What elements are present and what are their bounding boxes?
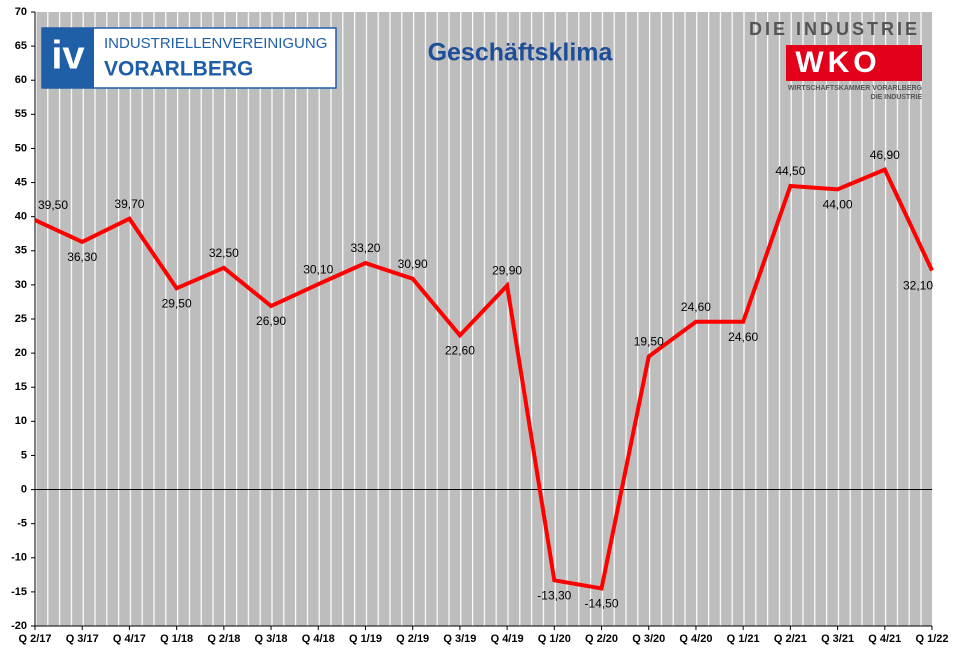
data-label: 32,50 <box>209 246 239 260</box>
iv-line1: INDUSTRIELLENVEREINIGUNG <box>104 35 327 52</box>
y-tick-label: 65 <box>15 40 27 52</box>
x-tick-label: Q 1/19 <box>349 633 382 645</box>
x-tick-label: Q 2/21 <box>774 633 807 645</box>
y-tick-label: 40 <box>15 211 27 223</box>
data-label: 46,90 <box>870 148 900 162</box>
y-tick-label: 10 <box>15 415 27 427</box>
data-label: 30,10 <box>303 262 333 276</box>
x-tick-label: Q 1/22 <box>915 633 948 645</box>
y-tick-label: 5 <box>21 449 27 461</box>
x-tick-label: Q 4/19 <box>491 633 524 645</box>
x-tick-label: Q 4/18 <box>302 633 335 645</box>
data-label: 29,50 <box>162 296 192 310</box>
x-tick-label: Q 1/18 <box>160 633 193 645</box>
data-line <box>34 167 934 591</box>
y-tick-label: 0 <box>21 483 27 495</box>
x-tick-label: Q 1/20 <box>538 633 571 645</box>
wko-text: WKO <box>795 46 880 79</box>
x-tick-label: Q 3/20 <box>632 633 665 645</box>
data-label: 19,50 <box>634 335 664 349</box>
data-label: 32,10 <box>903 279 933 293</box>
data-label: 39,50 <box>38 198 68 212</box>
x-tick-label: Q 4/21 <box>868 633 901 645</box>
data-label: 29,90 <box>492 264 522 278</box>
y-tick-label: 30 <box>15 279 27 291</box>
x-tick-label: Q 3/17 <box>66 633 99 645</box>
data-label: 24,60 <box>728 330 758 344</box>
logos: iv INDUSTRIELLENVEREINIGUNG VORARLBERG D… <box>41 19 923 101</box>
data-label: 30,90 <box>398 257 428 271</box>
x-tick-label: Q 2/20 <box>585 633 618 645</box>
x-tick-label: Q 2/18 <box>207 633 240 645</box>
y-tick-label: -5 <box>17 518 27 530</box>
y-tick-label: 25 <box>15 313 27 325</box>
wko-sub2: DIE INDUSTRIE <box>871 94 923 101</box>
wko-sub1: WIRTSCHAFTSKAMMER VORARLBERG <box>788 85 923 92</box>
y-tick-label: 15 <box>15 381 27 393</box>
data-label: 44,00 <box>823 198 853 212</box>
wko-box <box>786 45 922 81</box>
y-tick-label: -15 <box>11 586 27 598</box>
x-tick-label: Q 4/17 <box>113 633 146 645</box>
chart-title: Geschäftsklima <box>428 39 614 67</box>
data-label: 26,90 <box>256 314 286 328</box>
data-label: 24,60 <box>681 300 711 314</box>
y-tick-label: 60 <box>15 74 27 86</box>
iv-logo-mark <box>42 28 94 88</box>
x-tick-label: Q 3/21 <box>821 633 854 645</box>
data-label: -14,50 <box>585 597 619 611</box>
y-tick-label: 70 <box>15 6 27 18</box>
y-tick-label: 50 <box>15 142 27 154</box>
iv-line2: VORARLBERG <box>104 58 253 81</box>
data-label: 44,50 <box>775 164 805 178</box>
y-tick-label: 55 <box>15 108 27 120</box>
data-label: 39,70 <box>114 197 144 211</box>
plot-area <box>35 12 932 626</box>
data-label: 33,20 <box>350 241 380 255</box>
y-tick-label: 45 <box>15 176 27 188</box>
x-tick-label: Q 3/19 <box>443 633 476 645</box>
wko-top: DIE INDUSTRIE <box>749 19 920 39</box>
data-label: 36,30 <box>67 250 97 264</box>
data-label: 22,60 <box>445 344 475 358</box>
x-tick-label: Q 4/20 <box>679 633 712 645</box>
x-tick-label: Q 2/19 <box>396 633 429 645</box>
y-tick-label: 35 <box>15 245 27 257</box>
iv-text: iv <box>51 34 85 78</box>
data-label: -13,30 <box>537 588 571 602</box>
x-tick-label: Q 3/18 <box>255 633 288 645</box>
y-tick-label: -20 <box>11 620 27 632</box>
y-tick-label: -10 <box>11 552 27 564</box>
x-tick-label: Q 1/21 <box>727 633 760 645</box>
y-tick-label: 20 <box>15 347 27 359</box>
x-tick-label: Q 2/17 <box>18 633 51 645</box>
